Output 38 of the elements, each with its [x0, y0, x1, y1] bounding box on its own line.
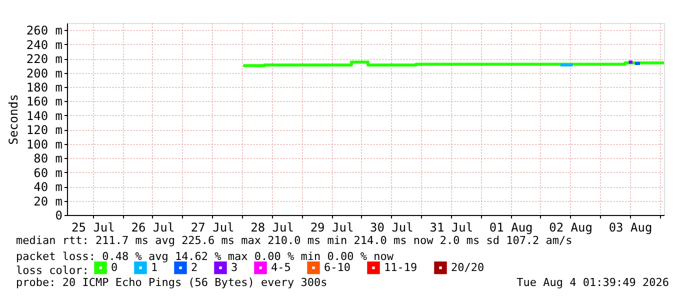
x-tick-label: 31 Jul	[430, 220, 474, 234]
x-tick-label: 30 Jul	[370, 220, 414, 234]
x-tick-label: 28 Jul	[250, 220, 294, 234]
y-tick-label: 140 m	[26, 108, 62, 123]
x-tick-label: 27 Jul	[190, 220, 234, 234]
legend-label: 4-5	[271, 260, 291, 274]
x-tick-label: 03 Aug	[608, 220, 652, 234]
y-tick-label: 0	[55, 208, 62, 222]
y-tick-label: 220 m	[26, 52, 62, 66]
x-tick-label: 29 Jul	[310, 220, 354, 234]
x-tick-label: 01 Aug	[489, 220, 533, 234]
legend-label: 2	[191, 260, 198, 274]
y-tick-label: 240 m	[26, 38, 62, 52]
y-tick-label: 20 m	[34, 194, 62, 208]
text: Tue Aug 4 01:39:49 2026	[516, 276, 669, 289]
text: packet loss: 0.48 % avg 14.62 % max 0.00 % min 0.00 % now	[16, 250, 394, 263]
y-tick-label: 260 m	[26, 24, 62, 38]
x-tick-label: 02 Aug	[549, 220, 592, 234]
y-tick-label: 60 m	[34, 166, 62, 180]
text: probe: 20 ICMP Echo Pings (56 Bytes) every 300s	[16, 276, 328, 289]
y-axis-title: Seconds	[6, 94, 20, 145]
x-tick-label: 26 Jul	[131, 220, 175, 234]
legend-label: 3	[231, 260, 238, 274]
x-tick-label: 25 Jul	[72, 220, 115, 234]
y-tick-label: 160 m	[26, 94, 62, 109]
legend-label: 11-19	[384, 260, 418, 274]
y-tick-label: 100 m	[26, 137, 62, 152]
y-tick-label: 40 m	[34, 180, 62, 194]
y-tick-label: 180 m	[26, 80, 62, 94]
legend-label: 6-10	[324, 260, 350, 274]
legend-label: 20/20	[451, 260, 484, 274]
y-tick-label: 120 m	[26, 123, 62, 138]
legend-label: 0	[111, 260, 118, 274]
y-tick-label: 200 m	[26, 66, 62, 80]
legend-title: loss color:	[16, 264, 89, 277]
y-tick-label: 80 m	[34, 152, 62, 166]
text: median rtt: 211.7 ms avg 225.6 ms max 210.0 ms min 214.0 ms now 2.0 ms sd 107.2 am/s	[16, 234, 572, 247]
legend-label: 1	[151, 260, 158, 274]
